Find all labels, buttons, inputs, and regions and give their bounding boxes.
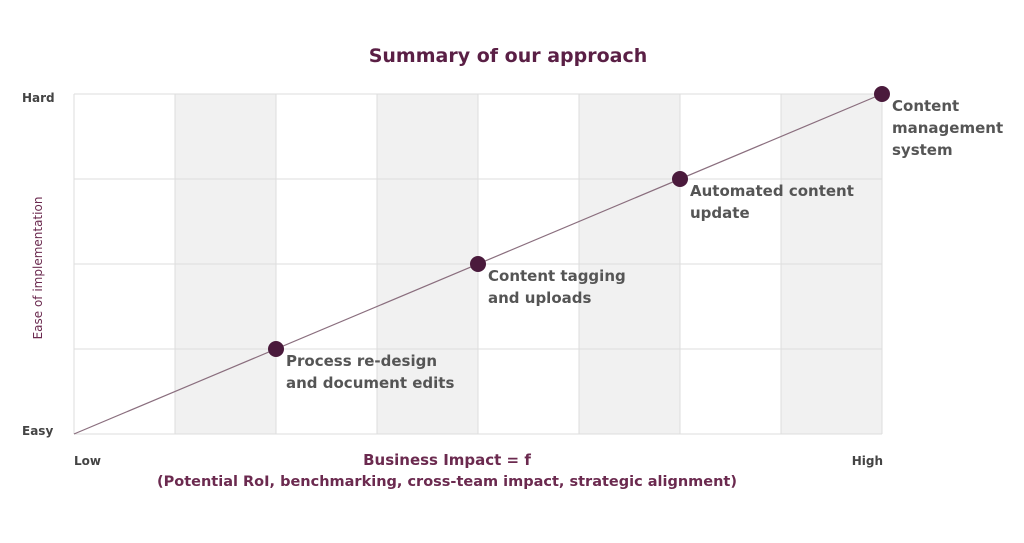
y-tick-label-high: Hard	[22, 91, 55, 105]
data-points	[268, 86, 890, 357]
point-label-line: Content tagging	[488, 267, 626, 285]
x-axis-label: Business Impact = f	[363, 451, 531, 469]
point-label: Process re-design and document edits	[286, 352, 454, 392]
x-tick-label-high: High	[852, 454, 883, 468]
point-label: Content management system	[892, 97, 1003, 159]
data-point	[874, 86, 890, 102]
y-axis-label: Ease of implementation	[31, 197, 45, 340]
point-label: Content tagging and uploads	[488, 267, 626, 307]
point-label-line: Process re-design	[286, 352, 437, 370]
point-label-line: Automated content	[690, 182, 854, 200]
grid-lines	[73, 93, 883, 435]
data-point	[470, 256, 486, 272]
point-labels: Process re-design and document edits Conte…	[286, 97, 1003, 392]
x-tick-label-low: Low	[74, 454, 101, 468]
point-label-line: and document edits	[286, 374, 454, 392]
point-label-line: and uploads	[488, 289, 591, 307]
point-label-line: Content	[892, 97, 959, 115]
x-axis-sublabel: (Potential RoI, benchmarking, cross-team…	[157, 474, 737, 490]
point-label-line: management	[892, 119, 1003, 137]
point-label: Automated content update	[690, 182, 854, 222]
y-tick-label-low: Easy	[22, 424, 53, 438]
point-label-line: update	[690, 204, 750, 222]
data-point	[672, 171, 688, 187]
data-point	[268, 341, 284, 357]
point-label-line: system	[892, 141, 953, 159]
chart-title: Summary of our approach	[369, 45, 648, 67]
